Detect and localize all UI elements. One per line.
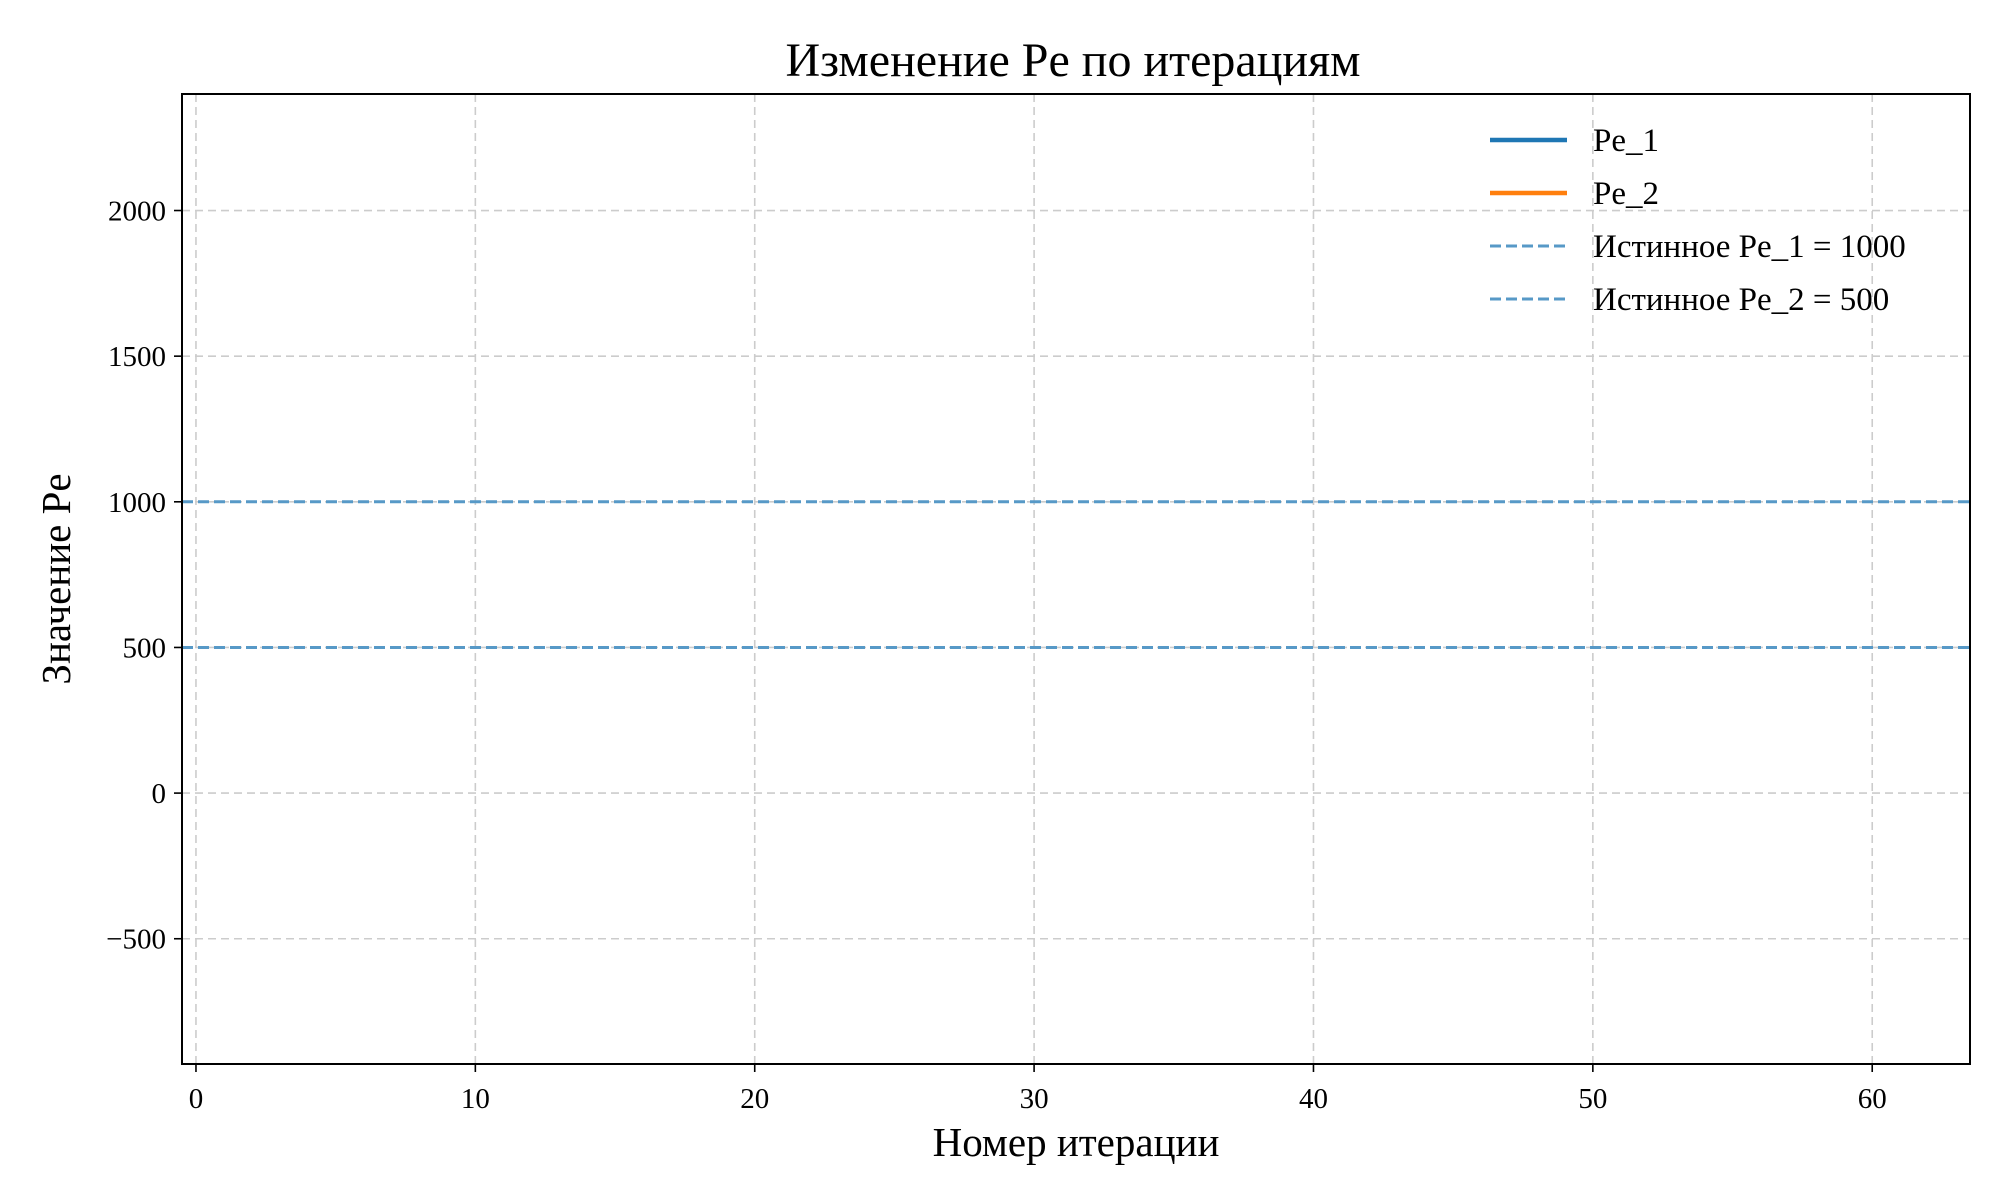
y-tick-label: 1000 (108, 487, 166, 519)
legend-label: Истинное Pe_2 = 500 (1593, 282, 1889, 318)
x-tick-label: 40 (1299, 1083, 1328, 1115)
y-axis: −500 0 500 1000 1500 2000 (106, 196, 182, 956)
y-tick-label: 2000 (108, 196, 166, 228)
reference-lines (182, 500, 1970, 649)
x-tick-label: 0 (189, 1083, 204, 1115)
y-tick-label: −500 (106, 924, 166, 956)
x-tick-label: 50 (1578, 1083, 1607, 1115)
x-axis-title: Номер итерации (933, 1119, 1220, 1165)
plot-frame (181, 93, 1971, 1065)
y-tick-label: 500 (123, 632, 167, 664)
x-tick-label: 20 (740, 1083, 769, 1115)
legend-label: Pe_2 (1593, 176, 1659, 212)
x-tick-label: 60 (1858, 1083, 1887, 1115)
x-axis: 0 10 20 30 40 50 60 (189, 1064, 1887, 1115)
legend: Pe_1 Pe_2 Истинное Pe_1 = 1000 Истинное Pe_… (1490, 123, 1906, 318)
x-tick-label: 10 (461, 1083, 490, 1115)
y-axis-title: Значение Pe (33, 473, 79, 684)
y-tick-label: 0 (152, 778, 167, 810)
legend-label: Pe_1 (1593, 123, 1659, 159)
legend-label: Истинное Pe_1 = 1000 (1593, 229, 1906, 265)
x-tick-label: 30 (1020, 1083, 1049, 1115)
y-tick-label: 1500 (108, 341, 166, 373)
chart-title: Изменение Pe по итерациям (785, 34, 1360, 87)
